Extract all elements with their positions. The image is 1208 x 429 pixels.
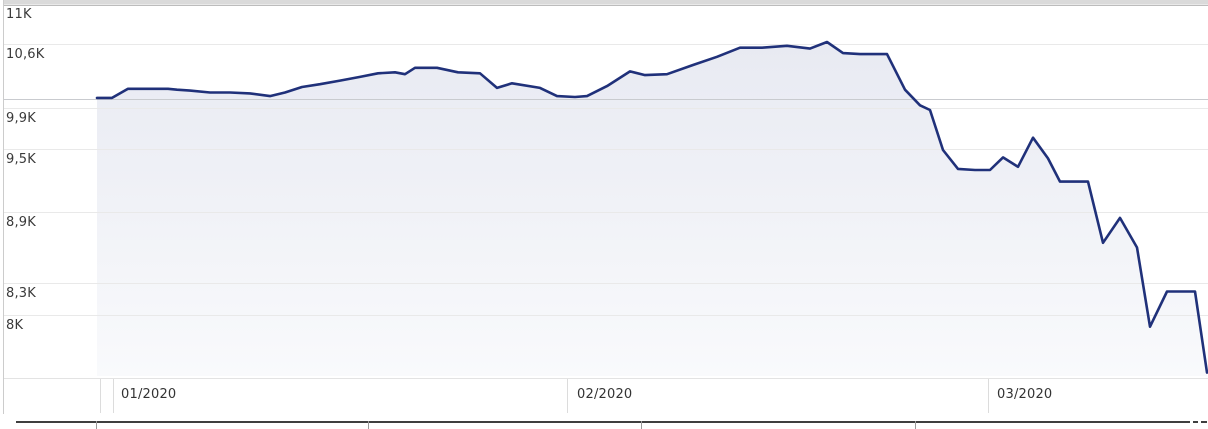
x-axis-border: [4, 378, 1208, 379]
month-separator: [113, 379, 114, 413]
price-line: [95, 40, 1208, 374]
lower-pane-tick: [641, 421, 642, 429]
y-axis-label: 9,5K: [6, 152, 36, 167]
month-label: 03/2020: [997, 387, 1053, 402]
y-axis-label: 10,6K: [6, 47, 45, 62]
month-separator: [988, 379, 989, 413]
price-line-path: [95, 40, 1208, 374]
top-scrollbar-track[interactable]: [3, 0, 1208, 6]
area-fill: [97, 42, 1207, 376]
y-axis-label: 11K: [6, 7, 32, 22]
lower-pane-tick: [96, 421, 97, 429]
lower-pane-tick: [368, 421, 369, 429]
lower-pane-dash: [1201, 421, 1207, 423]
month-separator: [567, 379, 568, 413]
lower-pane-tick: [915, 421, 916, 429]
y-axis-label: 8,3K: [6, 286, 36, 301]
y-axis-label: 8,9K: [6, 215, 36, 230]
area-fill-path: [97, 42, 1207, 376]
lower-pane-top-line: [16, 421, 1190, 423]
y-axis-label: 8K: [6, 318, 24, 333]
lower-pane-dash: [1193, 421, 1198, 423]
chart-left-border: [3, 0, 4, 414]
gridlines-layer: [4, 4, 1208, 316]
month-label: 01/2020: [121, 387, 177, 402]
month-label: 02/2020: [577, 387, 633, 402]
y-axis-label: 9,9K: [6, 111, 36, 126]
month-separator: [100, 379, 101, 413]
